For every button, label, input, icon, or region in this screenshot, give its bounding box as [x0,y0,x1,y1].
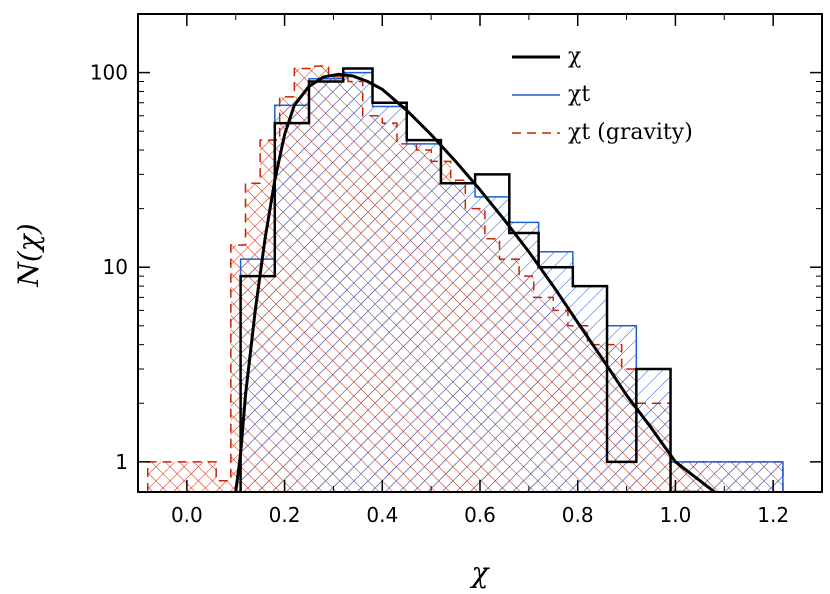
legend-label-chi-t-gravity: χt (gravity) [568,120,693,145]
plot-area [147,65,784,492]
y-tick-label: 100 [90,61,128,85]
series-fit-curve [234,72,716,492]
legend-label-chi-t: χt [568,82,590,107]
series-chi-t-gravity-outline [147,65,784,492]
y-tick-label: 1 [115,450,128,474]
y-axis-title: N(χ) [12,223,45,287]
axes: 0.0 0.2 0.4 0.6 0.8 1.0 1.2 1 10 100 [90,13,823,527]
legend: χ χt χt (gravity) [512,44,693,145]
y-tick-label: 10 [103,255,128,279]
x-tick-label: 0.6 [464,503,496,527]
x-tick-label: 0.8 [562,503,594,527]
x-tick-label: 1.2 [757,503,789,527]
legend-label-chi: χ [568,44,581,69]
series-chi-t-hatch [230,72,783,492]
x-tick-label: 1.0 [660,503,692,527]
series-chi-outline [235,67,700,492]
x-tick-label: 0.4 [366,503,398,527]
x-axis-title: χ [470,556,491,589]
x-tick-label: 0.0 [171,503,203,527]
x-tick-label: 0.2 [269,503,301,527]
